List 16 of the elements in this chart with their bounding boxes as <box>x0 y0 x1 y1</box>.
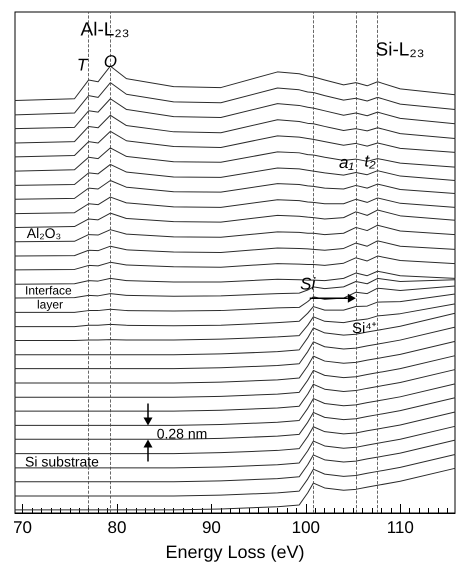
annotation: Si substrate <box>25 454 100 470</box>
text: Si-L₂₃ <box>376 40 424 60</box>
text: Al-L₂₃ <box>80 20 130 40</box>
x-tick-label: 90 <box>202 518 221 537</box>
annotation: Si⁴⁺ <box>352 320 377 337</box>
x-axis-title: Energy Loss (eV) <box>165 542 305 562</box>
annotation: Si <box>300 274 316 294</box>
annotation: O <box>104 52 117 72</box>
annotation: Al₂O₃ <box>26 225 62 241</box>
x-tick-label: 100 <box>292 518 320 537</box>
x-tick-label: 110 <box>386 518 414 537</box>
annotation: Interface layer <box>24 283 76 312</box>
annotation: T <box>76 56 89 74</box>
annotation: 0.28 nm <box>156 426 208 442</box>
x-tick-label: 80 <box>108 518 126 537</box>
x-tick-label: 70 <box>13 518 32 537</box>
